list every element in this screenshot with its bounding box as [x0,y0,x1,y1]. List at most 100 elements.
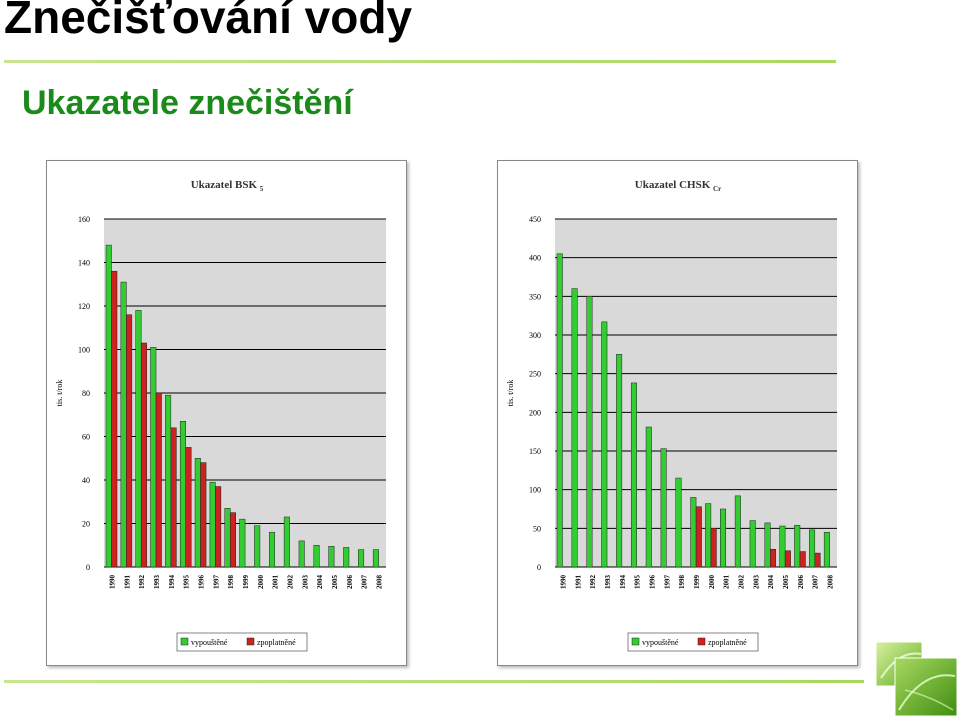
bar-discharged [194,458,201,568]
bar-discharged [749,520,756,568]
bar-discharged [150,347,157,568]
page-subtitle: Ukazatele znečištění [22,84,353,122]
x-tick-label: 2002 [738,575,746,590]
bar-discharged [645,426,652,568]
y-tick-label: 60 [82,433,90,442]
y-tick-label: 80 [82,389,90,398]
bar-discharged [586,296,593,568]
chart-chsk-frame: Ukazatel CHSK Cr 0 50 100 150 200 250 300 350 400… [497,160,858,666]
bar-charged [170,427,177,568]
bar-charged [229,512,236,568]
bar-discharged [179,421,186,568]
legend-label-discharged: vypouštěné [191,638,228,647]
x-tick-label: 2000 [708,575,716,590]
bar-discharged [165,394,172,568]
decorative-leaf-squares [875,641,958,717]
x-tick-label: 2000 [257,575,265,590]
x-tick-label: 1998 [678,575,686,590]
y-tick-label: 200 [529,408,541,417]
x-tick-label: 2007 [812,575,820,590]
bottom-divider [4,680,864,683]
y-axis-label: tis. t/rok [506,380,515,407]
bar-discharged [239,518,246,568]
chart-chsk: Ukazatel CHSK Cr 0 50 100 150 200 250 300 350 400… [506,179,837,652]
x-tick-label: 2006 [797,575,805,590]
bar-charged [814,552,821,568]
legend-label-charged: zpoplatněné [257,638,296,647]
x-tick-label: 1997 [212,575,220,590]
y-tick-label: 20 [82,520,90,529]
y-tick-label: 350 [529,292,541,301]
x-tick-label: 2004 [316,575,324,590]
x-tick-label: 2001 [272,575,280,590]
y-tick-label: 250 [529,370,541,379]
bar-discharged [313,545,320,568]
x-tick-label: 2005 [782,575,790,590]
x-tick-label: 2004 [767,575,775,590]
x-tick-label: 1995 [183,575,191,590]
bar-discharged [571,288,578,568]
bar-charged [770,548,777,568]
bar-charged [695,506,702,568]
bar-discharged [630,382,637,568]
bar-discharged [269,531,276,568]
x-tick-label: 2001 [723,575,731,590]
x-tick-label: 1996 [197,575,205,590]
x-tick-label: 1993 [604,575,612,590]
bar-charged [155,392,162,568]
bar-discharged [135,310,142,568]
y-tick-label: 0 [86,563,90,572]
y-tick-label: 40 [82,476,90,485]
bar-discharged [209,481,216,568]
bar-discharged [660,448,667,568]
y-tick-label: 100 [529,486,541,495]
x-tick-label: 2008 [376,575,384,590]
bar-discharged [372,549,379,568]
y-tick-label: 100 [78,346,90,355]
page-title: Znečišťování vody [4,0,413,43]
bar-discharged [601,321,608,568]
y-tick-label: 450 [529,215,541,224]
bar-charged [784,550,791,568]
bar-charged [185,447,192,568]
x-tick-label: 1999 [242,575,250,590]
legend-swatch-discharged [180,637,189,646]
x-tick-label: 1994 [168,575,176,590]
legend-label-discharged: vypouštěné [642,638,679,647]
x-tick-label: 1993 [153,575,161,590]
bar-discharged [254,525,261,568]
bar-discharged [764,522,771,568]
bar-discharged [120,281,127,568]
bar-charged [710,528,717,568]
x-tick-label: 1990 [559,575,567,590]
bar-discharged [328,546,335,568]
bar-discharged [690,497,697,568]
legend [627,632,759,652]
x-tick-label: 2003 [301,575,309,590]
bar-discharged [224,508,231,568]
y-tick-label: 300 [529,331,541,340]
x-tick-label: 1998 [227,575,235,590]
x-tick-label: 2008 [827,575,835,590]
bar-charged [215,486,222,568]
x-tick-label: 1995 [634,575,642,590]
x-tick-label: 2007 [361,575,369,590]
bar-charged [799,551,806,568]
x-tick-label: 1997 [663,575,671,590]
y-tick-label: 400 [529,254,541,263]
y-tick-label: 120 [78,302,90,311]
x-tick-label: 2006 [346,575,354,590]
bar-discharged [720,508,727,568]
legend-swatch-charged [246,637,255,646]
bar-discharged [779,525,786,568]
x-tick-label: 1999 [693,575,701,590]
bar-charged [111,270,118,568]
x-tick-label: 2003 [752,575,760,590]
y-tick-label: 0 [537,563,541,572]
y-tick-label: 160 [78,215,90,224]
bar-discharged [556,253,563,568]
x-tick-label: 2005 [331,575,339,590]
legend [176,632,308,652]
x-tick-label: 2002 [287,575,295,590]
chart-bsk-frame: Ukazatel BSK 5 0 20 40 60 80 100 120 140 160 tis. … [46,160,407,666]
